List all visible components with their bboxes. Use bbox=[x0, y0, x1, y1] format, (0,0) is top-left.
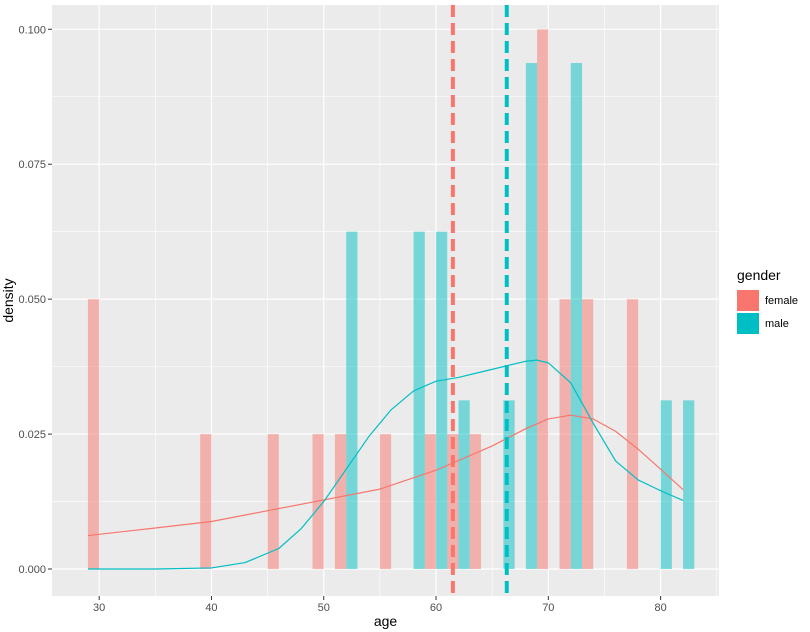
y-axis-title: density bbox=[0, 278, 16, 322]
x-axis-title: age bbox=[374, 613, 398, 629]
bar-female bbox=[537, 29, 549, 570]
bar-female bbox=[334, 434, 347, 570]
bar-female bbox=[267, 434, 279, 570]
y-tick-label: 0.025 bbox=[18, 429, 46, 441]
bar-female bbox=[87, 299, 100, 570]
density-curve-male bbox=[87, 359, 684, 570]
y-tick-label: 0.100 bbox=[18, 24, 46, 36]
y-tick-label: 0.000 bbox=[18, 564, 46, 576]
bar-female bbox=[379, 434, 392, 570]
histogram-bars bbox=[87, 29, 695, 570]
bar-male bbox=[683, 400, 695, 570]
legend: gender female male bbox=[737, 267, 798, 334]
x-tick-label: 80 bbox=[654, 602, 666, 614]
bar-male bbox=[660, 400, 672, 570]
x-tick-label: 70 bbox=[542, 602, 554, 614]
bar-female bbox=[469, 434, 481, 570]
x-tick-label: 30 bbox=[93, 602, 105, 614]
y-tick-label: 0.075 bbox=[18, 159, 46, 171]
bar-female bbox=[200, 434, 212, 570]
bar-female bbox=[424, 434, 437, 570]
legend-keys bbox=[737, 290, 759, 334]
density-curve-female bbox=[87, 414, 684, 537]
legend-label-male: male bbox=[765, 318, 789, 330]
x-axis: 30 40 50 60 70 80 bbox=[93, 596, 667, 614]
y-tick-label: 0.050 bbox=[18, 294, 46, 306]
bar-female bbox=[582, 299, 594, 570]
legend-title: gender bbox=[737, 267, 781, 283]
density-curves bbox=[87, 359, 684, 570]
bar-male bbox=[436, 231, 448, 570]
legend-key-female bbox=[737, 290, 759, 311]
legend-label-female: female bbox=[765, 295, 798, 307]
legend-key-male bbox=[737, 313, 759, 334]
bar-male bbox=[346, 231, 358, 570]
x-tick-label: 40 bbox=[205, 602, 217, 614]
y-axis: 0.000 0.025 0.050 0.075 0.100 bbox=[18, 24, 52, 576]
bar-male bbox=[570, 63, 583, 570]
mean-lines bbox=[450, 5, 509, 596]
x-tick-label: 50 bbox=[318, 602, 330, 614]
bar-male bbox=[525, 63, 538, 570]
bar-male bbox=[503, 400, 515, 570]
grid-minor bbox=[52, 5, 719, 596]
bar-female bbox=[559, 299, 571, 570]
x-tick-label: 60 bbox=[430, 602, 442, 614]
bar-female bbox=[626, 299, 639, 570]
bar-male bbox=[413, 231, 425, 570]
bar-male bbox=[458, 400, 470, 570]
